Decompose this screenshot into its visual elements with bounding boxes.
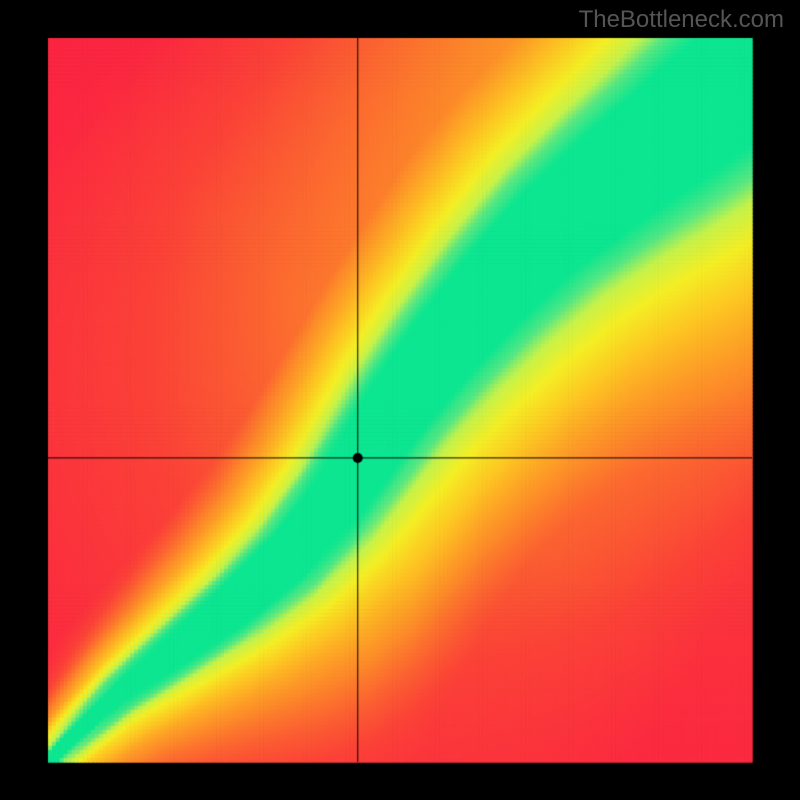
heatmap-plot: [0, 0, 800, 800]
watermark: TheBottleneck.com: [579, 6, 784, 34]
